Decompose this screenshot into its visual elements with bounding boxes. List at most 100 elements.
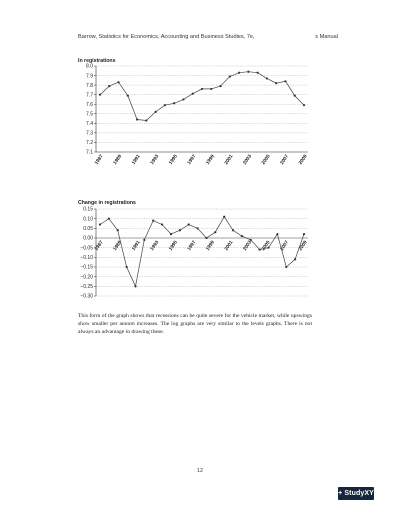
y-tick-label: 7.2 [86, 140, 93, 146]
x-tick-label: 1987 [94, 153, 105, 165]
data-point [302, 233, 306, 236]
data-point [126, 94, 129, 97]
data-point [187, 223, 190, 226]
data-point [267, 246, 270, 249]
x-tick-label: 1999 [205, 153, 216, 165]
data-point [214, 231, 217, 234]
y-tick-label: −0.10 [80, 255, 93, 261]
data-point [160, 223, 164, 226]
x-tick-label: 2001 [223, 153, 234, 165]
series-line [99, 216, 305, 288]
data-point [265, 77, 269, 80]
data-point [219, 84, 222, 88]
data-point [240, 234, 244, 238]
data-point [294, 258, 297, 261]
x-tick-label: 2005 [261, 239, 272, 251]
data-point [302, 104, 306, 107]
header-left: Barrow, Statistics for Economics, Accoun… [78, 34, 255, 40]
x-tick-label: 2007 [279, 153, 290, 165]
y-tick-label: 0.05 [83, 226, 93, 232]
data-point [275, 82, 278, 85]
data-point [145, 119, 148, 122]
data-point [237, 71, 241, 74]
data-point [200, 87, 204, 91]
data-point [256, 71, 259, 74]
data-point [178, 229, 181, 232]
y-tick-label: −0.30 [80, 294, 93, 300]
chart-title: Change in registrations [78, 200, 136, 206]
x-tick-label: 1997 [186, 239, 197, 251]
x-tick-label: 1991 [131, 153, 142, 165]
data-point [223, 215, 226, 218]
data-point [284, 80, 287, 83]
x-tick-label: 1989 [112, 239, 123, 251]
body-paragraph: This form of the graph shows that recess… [78, 313, 312, 335]
x-tick-label: 2003 [242, 239, 253, 251]
data-point [249, 238, 252, 242]
x-tick-label: 1993 [149, 239, 160, 251]
data-point [135, 118, 139, 121]
y-tick-label: 7.5 [86, 111, 93, 117]
data-point [154, 110, 157, 113]
x-tick-label: 1995 [168, 153, 179, 165]
x-tick-label: 2003 [242, 153, 253, 165]
data-point [163, 104, 167, 107]
x-tick-label: 1993 [149, 153, 160, 165]
data-point [116, 229, 119, 232]
x-tick-label: 2009 [298, 153, 309, 165]
y-tick-label: −0.20 [80, 274, 93, 280]
x-tick-label: 2005 [261, 153, 272, 165]
y-tick-label: 0.15 [83, 207, 93, 213]
x-tick-label: 2009 [298, 239, 309, 251]
data-point [125, 265, 128, 269]
y-tick-label: 7.8 [86, 83, 93, 89]
x-tick-label: 2007 [279, 239, 290, 251]
x-tick-label: 2001 [223, 239, 234, 251]
x-tick-label: 1987 [94, 239, 105, 251]
data-point [210, 87, 213, 91]
y-tick-label: 7.9 [86, 73, 93, 79]
data-point [143, 238, 146, 242]
data-point [98, 93, 102, 96]
y-tick-label: −0.05 [80, 245, 93, 251]
data-point [173, 102, 176, 105]
data-point [169, 233, 173, 236]
data-point [108, 84, 111, 88]
page-number: 12 [197, 468, 203, 474]
data-point [196, 227, 199, 230]
x-tick-label: 1995 [168, 239, 179, 251]
data-point [134, 285, 137, 288]
x-tick-label: 1989 [112, 153, 123, 165]
data-point [285, 265, 288, 269]
data-point [191, 92, 194, 95]
data-point [258, 248, 261, 251]
studyxy-logo[interactable]: + StudyXY [338, 487, 374, 500]
data-point [98, 223, 102, 226]
series-line [99, 71, 305, 121]
data-point [247, 70, 250, 73]
data-point [231, 229, 235, 232]
y-tick-label: 0.10 [83, 216, 93, 222]
y-tick-label: −0.25 [80, 284, 93, 290]
y-tick-label: −0.15 [80, 265, 93, 271]
data-point [205, 236, 208, 240]
y-tick-label: 7.3 [86, 131, 93, 137]
data-point [152, 219, 155, 222]
data-point [293, 94, 296, 97]
data-point [182, 98, 185, 101]
page-header: Barrow, Statistics for Economics, Accoun… [78, 34, 338, 40]
x-tick-label: 1997 [186, 153, 197, 165]
data-point [276, 233, 279, 236]
header-right: s Manual [315, 34, 338, 40]
data-point [107, 217, 110, 220]
y-tick-label: 7.6 [86, 102, 93, 108]
y-tick-label: 7.1 [86, 150, 93, 156]
y-tick-label: 7.7 [86, 92, 93, 98]
data-point [228, 75, 231, 78]
y-tick-label: 8.0 [86, 64, 93, 70]
x-tick-label: 1999 [205, 239, 216, 251]
data-point [117, 81, 120, 84]
